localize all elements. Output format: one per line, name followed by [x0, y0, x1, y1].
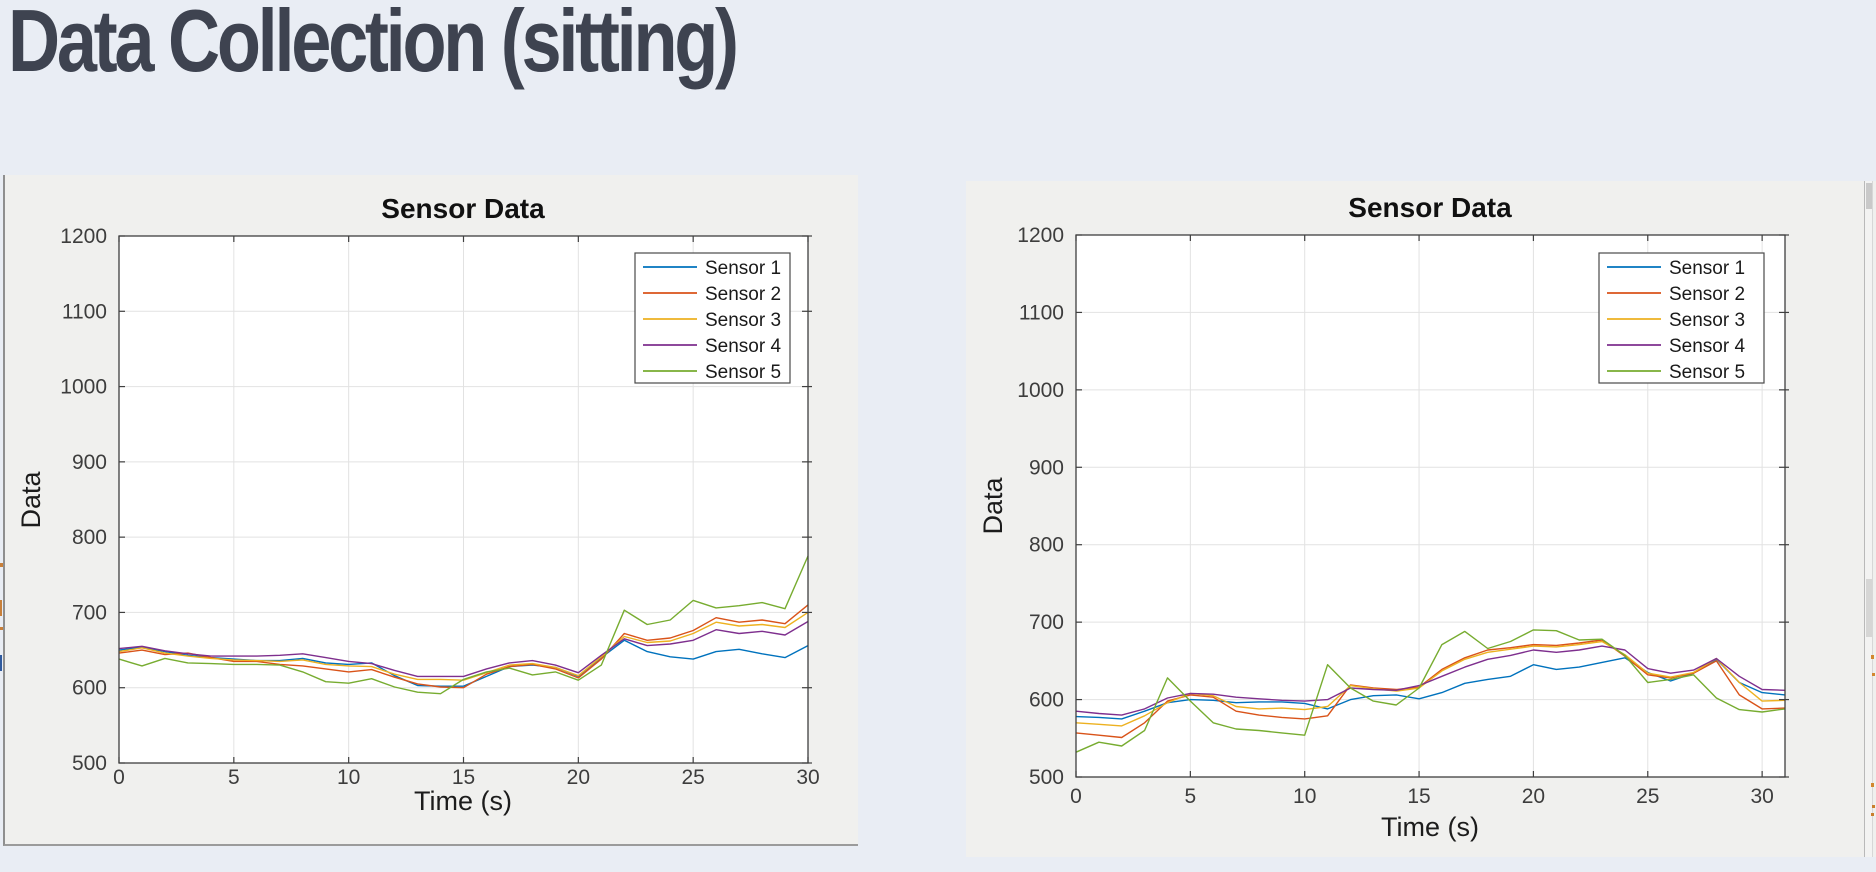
legend-label: Sensor 2 [705, 284, 781, 305]
x-tick-label: 20 [567, 766, 590, 789]
y-tick-label: 800 [1029, 534, 1064, 557]
vertical-scrollbar[interactable] [1864, 181, 1873, 857]
page-title: Data Collection (sitting) [8, 0, 739, 90]
series-line-sensor-5 [1075, 629, 1786, 753]
legend-label: Sensor 5 [1669, 362, 1745, 383]
y-tick-label: 900 [1029, 456, 1064, 479]
axes-border [1075, 234, 1786, 778]
x-tick-label: 10 [337, 766, 360, 789]
y-tick-label: 1100 [62, 300, 107, 323]
y-tick-label: 1000 [1017, 379, 1064, 402]
legend-box[interactable] [1598, 252, 1765, 384]
x-tick-label: 10 [1293, 785, 1316, 808]
x-tick-label: 25 [1636, 785, 1659, 808]
plot-title: Sensor Data [381, 193, 545, 224]
y-tick-label: 600 [72, 677, 107, 700]
legend-label: Sensor 3 [1669, 310, 1745, 331]
x-tick-label: 25 [681, 766, 704, 789]
y-tick-label: 1000 [60, 376, 107, 399]
series-line-sensor-1 [118, 639, 809, 687]
series-line-sensor-5 [118, 555, 809, 695]
clipped-content-artifact [1871, 783, 1874, 787]
series-line-sensor-2 [118, 604, 809, 689]
x-tick-label: 15 [1407, 785, 1430, 808]
right-figure-panel: 0 5 10 15 20 25 30 500 600 700 800 900 1000 1100 1200 S… [966, 181, 1876, 857]
x-tick-label: 5 [1185, 785, 1197, 808]
y-tick-label: 500 [1029, 766, 1064, 789]
x-tick-label: 0 [1070, 785, 1082, 808]
plot-title: Sensor Data [1348, 192, 1512, 223]
clipped-content-artifact [0, 655, 2, 671]
x-axis-label: Time (s) [1381, 812, 1479, 842]
legend-label: Sensor 1 [1669, 258, 1745, 279]
x-tick-label: 20 [1522, 785, 1545, 808]
y-tick-label: 600 [1029, 689, 1064, 712]
clipped-content-artifact [0, 563, 3, 567]
right-sensor-plot: 0 5 10 15 20 25 30 500 600 700 800 900 1000 1100 1200 S… [978, 192, 1789, 842]
clipped-content-artifact [1872, 805, 1875, 808]
y-tick-label: 1100 [1019, 301, 1064, 324]
legend-label: Sensor 5 [705, 362, 781, 383]
legend-label: Sensor 4 [705, 336, 781, 357]
y-tick-label: 800 [72, 526, 107, 549]
clipped-content-artifact [1871, 655, 1874, 659]
y-axis-label: Data [16, 471, 46, 529]
x-tick-label: 5 [228, 766, 240, 789]
scrollbar-thumb[interactable] [1866, 579, 1872, 637]
legend-label: Sensor 1 [705, 258, 781, 279]
clipped-content-artifact [0, 627, 3, 630]
legend-label: Sensor 4 [1669, 336, 1745, 357]
legend-label: Sensor 3 [705, 310, 781, 331]
series-line-sensor-4 [118, 620, 809, 678]
left-sensor-plot: 0 5 10 15 20 25 30 500 600 700 800 900 1000 1100 1200 S… [16, 193, 820, 816]
x-tick-label: 30 [1750, 785, 1773, 808]
clipped-content-artifact [1871, 813, 1874, 816]
clipped-content-artifact [1872, 673, 1875, 676]
y-tick-label: 1200 [1017, 224, 1064, 247]
y-axis-label: Data [978, 477, 1008, 535]
series-line-sensor-2 [1075, 639, 1786, 739]
legend-label: Sensor 2 [1669, 284, 1745, 305]
y-tick-label: 500 [72, 752, 107, 775]
x-tick-label: 15 [452, 766, 475, 789]
y-tick-label: 900 [72, 451, 107, 474]
scrollbar-thumb[interactable] [1866, 183, 1872, 209]
y-tick-label: 700 [1029, 611, 1064, 634]
series-line-sensor-4 [1075, 645, 1786, 716]
x-axis-label: Time (s) [414, 786, 512, 816]
x-tick-label: 0 [113, 766, 125, 789]
y-tick-label: 1200 [60, 225, 107, 248]
legend-box[interactable] [634, 252, 791, 384]
clipped-content-artifact [0, 600, 2, 616]
left-figure-panel: 0 5 10 15 20 25 30 500 600 700 800 900 1000 1100 1200 S… [3, 175, 858, 846]
x-tick-label: 30 [796, 766, 819, 789]
y-tick-label: 700 [72, 601, 107, 624]
